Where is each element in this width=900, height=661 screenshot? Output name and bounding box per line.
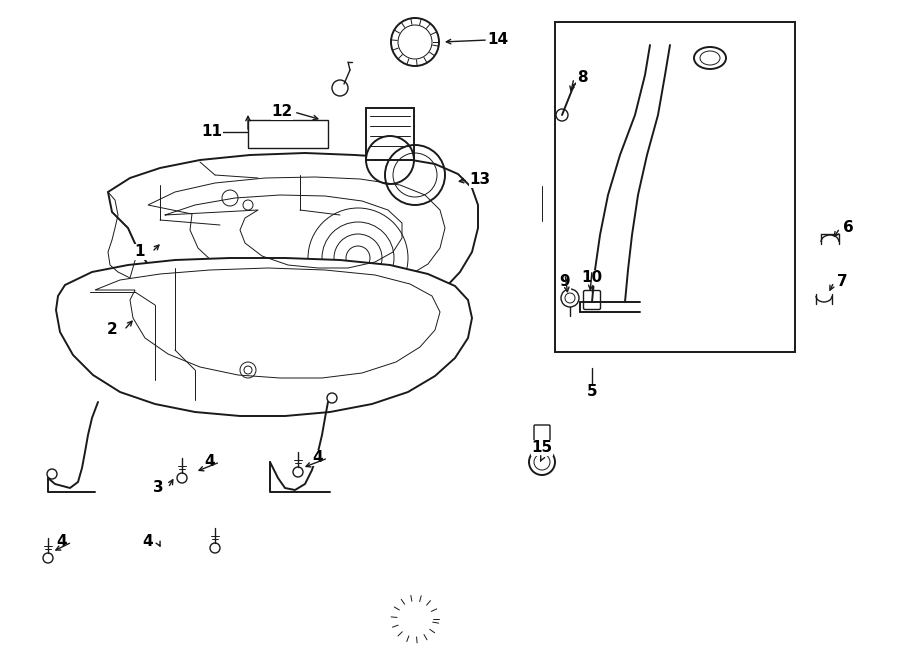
Polygon shape: [366, 108, 414, 160]
FancyBboxPatch shape: [583, 290, 600, 309]
Text: 4: 4: [57, 535, 68, 549]
Text: 2: 2: [106, 323, 117, 338]
Text: 10: 10: [581, 270, 603, 286]
Polygon shape: [95, 268, 440, 378]
Text: 4: 4: [143, 535, 153, 549]
Text: 14: 14: [488, 32, 508, 48]
Polygon shape: [56, 258, 472, 416]
Text: 9: 9: [560, 274, 571, 290]
Polygon shape: [108, 153, 478, 322]
Text: 11: 11: [202, 124, 222, 139]
Text: 7: 7: [837, 274, 847, 290]
Text: 4: 4: [312, 451, 323, 465]
Text: 5: 5: [587, 385, 598, 399]
Text: 4: 4: [204, 455, 215, 469]
Text: 8: 8: [577, 71, 588, 85]
Ellipse shape: [694, 47, 726, 69]
Polygon shape: [148, 177, 445, 288]
Circle shape: [244, 366, 252, 374]
Text: 1: 1: [135, 245, 145, 260]
Text: 6: 6: [842, 221, 853, 235]
Text: 15: 15: [531, 440, 553, 455]
Bar: [555, 22, 795, 352]
Text: 12: 12: [272, 104, 292, 120]
Text: 13: 13: [470, 173, 490, 188]
FancyBboxPatch shape: [534, 425, 550, 441]
Text: 3: 3: [153, 481, 163, 496]
